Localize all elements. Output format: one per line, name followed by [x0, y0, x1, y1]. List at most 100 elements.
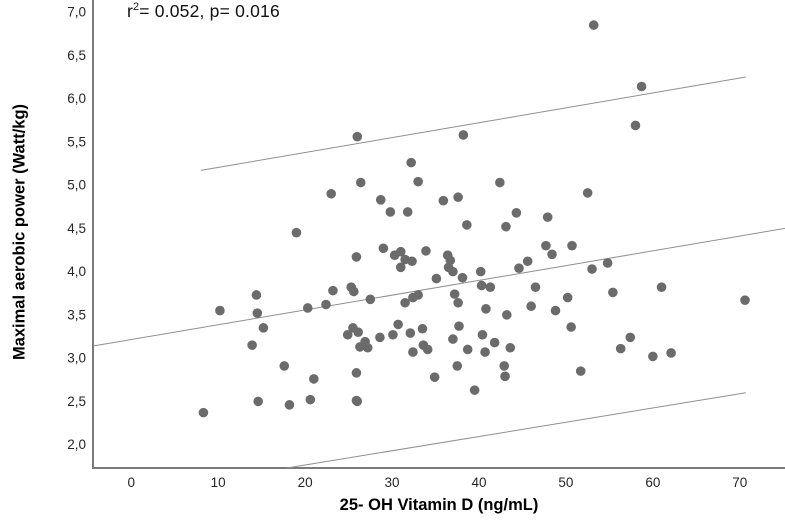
data-point	[454, 321, 464, 331]
data-point	[648, 351, 658, 362]
data-point	[448, 334, 458, 344]
upper-interval-line	[200, 76, 746, 171]
data-point	[351, 252, 362, 262]
data-point	[385, 207, 396, 217]
data-point	[542, 212, 553, 222]
data-point	[252, 308, 263, 318]
data-point	[321, 299, 331, 310]
y-tick-label: 5,5	[67, 134, 86, 149]
data-point	[625, 332, 636, 343]
data-point	[431, 273, 442, 284]
x-tick-label: 20	[298, 475, 313, 490]
data-point	[562, 292, 573, 303]
annotation-r: r	[127, 1, 134, 21]
annotation-exponent: 2	[133, 1, 140, 14]
regression-line	[92, 227, 785, 347]
data-point	[406, 157, 416, 168]
data-point	[489, 337, 500, 348]
data-point	[567, 240, 577, 251]
y-tick-label: 5,0	[67, 178, 86, 193]
data-point	[351, 368, 362, 378]
data-point	[402, 207, 413, 217]
data-point	[302, 303, 313, 313]
data-point	[575, 366, 586, 376]
y-axis-title: Maximal aerobic power (Watt/kg)	[10, 103, 29, 361]
data-point	[630, 120, 641, 131]
data-point	[408, 347, 418, 357]
data-point	[469, 385, 480, 395]
data-point	[582, 188, 593, 198]
data-point	[342, 329, 353, 340]
data-point	[462, 344, 473, 355]
data-point	[458, 130, 469, 140]
data-point	[326, 188, 337, 199]
data-point	[375, 195, 386, 205]
data-point	[666, 348, 676, 358]
x-tick-label: 60	[645, 475, 660, 490]
data-point	[395, 262, 406, 273]
data-point	[362, 342, 373, 353]
data-point	[405, 328, 416, 338]
data-point	[550, 305, 561, 316]
y-tick-label: 3,0	[67, 351, 86, 366]
data-point	[477, 329, 488, 340]
data-point	[438, 195, 449, 206]
data-point	[421, 246, 431, 256]
lower-interval-line	[286, 392, 746, 469]
data-point	[480, 347, 490, 357]
data-point	[393, 319, 403, 330]
data-point	[608, 287, 618, 298]
data-point	[328, 285, 338, 296]
data-point	[352, 396, 363, 407]
data-point	[500, 371, 510, 382]
data-point	[505, 342, 516, 353]
data-point	[522, 256, 533, 267]
data-point	[476, 280, 487, 291]
data-point	[378, 243, 389, 254]
data-point	[413, 176, 423, 187]
data-point	[291, 227, 302, 238]
y-tick-label: 2,5	[67, 394, 86, 409]
data-point	[526, 301, 536, 312]
data-point	[449, 289, 460, 299]
y-tick-label: 2,0	[67, 437, 86, 452]
y-tick-label: 4,0	[67, 264, 86, 279]
stats-annotation: r2= 0.052, p= 0.016	[127, 1, 280, 22]
data-point	[388, 329, 398, 340]
data-point	[417, 323, 428, 334]
data-point	[251, 290, 262, 300]
data-point	[429, 372, 440, 382]
y-tick-label: 6,0	[67, 91, 86, 106]
data-point	[247, 340, 257, 350]
data-point	[541, 240, 551, 251]
data-point	[400, 297, 410, 308]
data-point	[253, 396, 263, 407]
data-point	[395, 246, 406, 257]
x-axis-title: 25- OH Vitamin D (ng/mL)	[339, 496, 539, 514]
data-point	[740, 295, 750, 305]
data-point	[365, 294, 376, 305]
data-point	[495, 177, 505, 188]
y-tick-label: 3,5	[67, 307, 86, 322]
data-point	[355, 177, 366, 188]
data-point	[615, 343, 626, 354]
data-point	[198, 407, 209, 418]
data-point	[305, 394, 316, 405]
data-point	[349, 286, 359, 297]
data-point	[530, 282, 541, 293]
data-point	[636, 81, 647, 92]
y-tick-label: 4,5	[67, 221, 86, 236]
data-point	[448, 266, 458, 277]
data-point	[284, 400, 295, 410]
x-tick-label: 50	[558, 475, 573, 490]
data-point	[602, 258, 613, 268]
data-point	[502, 310, 512, 320]
data-point	[453, 192, 463, 203]
x-tick-label: 10	[211, 475, 226, 490]
x-tick-label: 0	[127, 475, 135, 490]
data-point	[656, 282, 667, 293]
data-point	[485, 282, 496, 293]
data-point	[588, 20, 599, 30]
